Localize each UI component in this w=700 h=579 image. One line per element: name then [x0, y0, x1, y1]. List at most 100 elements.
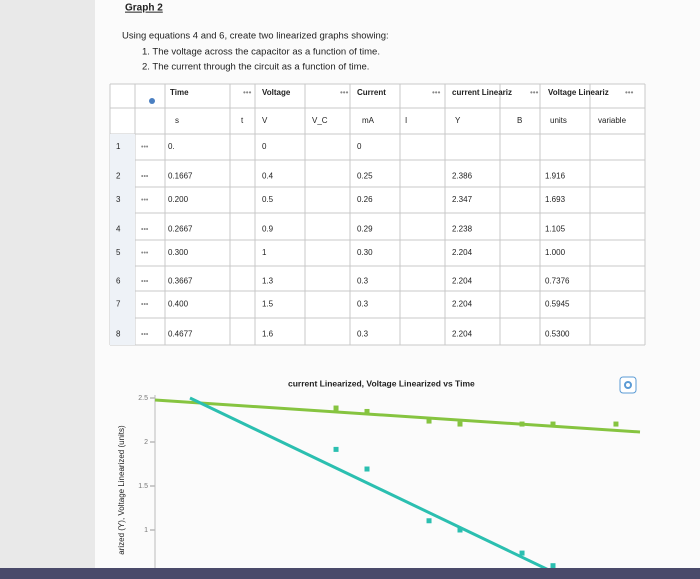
- cell: 7: [116, 300, 121, 309]
- menu-dots: •••: [141, 331, 149, 338]
- unit-header: V_C: [312, 116, 328, 125]
- index-cell: [110, 160, 135, 187]
- cell: 2.204: [452, 248, 473, 257]
- cell: 0.29: [357, 225, 373, 234]
- cell: 0.7376: [545, 277, 570, 286]
- y-tick-label: 2: [144, 439, 148, 446]
- chart-button-icon: [624, 381, 632, 389]
- index-cell: [110, 291, 135, 318]
- menu-dots: •••: [141, 144, 149, 151]
- unit-header: units: [550, 116, 567, 125]
- data-point: [426, 518, 432, 524]
- cell: 2.204: [452, 330, 473, 339]
- cell: 0.25: [357, 172, 373, 181]
- instruction-item: 2. The current through the circuit as a …: [142, 62, 369, 73]
- unit-header: s: [175, 116, 179, 125]
- data-point: [550, 421, 556, 427]
- cell: 0.400: [168, 300, 189, 309]
- menu-dots: •••: [141, 226, 149, 233]
- column-header: Current: [357, 88, 386, 97]
- cell: 1: [116, 142, 121, 151]
- column-header: Time: [170, 88, 189, 97]
- unit-header: V: [262, 116, 268, 125]
- data-point: [426, 418, 432, 424]
- unit-header: B: [517, 116, 522, 125]
- cell: 0.5300: [545, 330, 570, 339]
- data-point: [364, 466, 370, 472]
- cell: 0: [262, 142, 267, 151]
- data-point: [457, 421, 463, 427]
- cell: 1.105: [545, 225, 566, 234]
- y-tick-label: 2.5: [138, 395, 148, 402]
- cell: 2.238: [452, 225, 473, 234]
- index-cell: [110, 318, 135, 345]
- menu-dots: •••: [141, 197, 149, 204]
- data-point: [333, 405, 339, 411]
- instruction: Using equations 4 and 6, create two line…: [122, 31, 389, 42]
- cell: 0.3: [357, 277, 369, 286]
- menu-dots: •••: [340, 88, 349, 97]
- unit-header: variable: [598, 116, 627, 125]
- y-tick-label: 1: [144, 527, 148, 534]
- cell: 0: [357, 142, 362, 151]
- y-axis-label: arized (Y), Voltage Linearized (units): [117, 425, 126, 555]
- menu-dots: •••: [141, 250, 149, 257]
- cell: 2: [116, 172, 121, 181]
- index-cell: [110, 266, 135, 291]
- menu-dots: •••: [141, 301, 149, 308]
- heading: Graph 2: [125, 3, 163, 14]
- cell: 0.3: [357, 300, 369, 309]
- cell: 0.200: [168, 195, 189, 204]
- cell: 0.2667: [168, 225, 193, 234]
- cell: 0.3667: [168, 277, 193, 286]
- cell: 0.3: [357, 330, 369, 339]
- index-cell: [110, 240, 135, 266]
- cell: 8: [116, 330, 121, 339]
- cell: 0.1667: [168, 172, 193, 181]
- cell: 1.000: [545, 248, 566, 257]
- trend-line: [189, 396, 549, 568]
- cell: 0.4: [262, 172, 274, 181]
- data-point: [364, 408, 370, 414]
- cell: 0.4677: [168, 330, 193, 339]
- table-bg: [110, 84, 645, 345]
- data-point: [519, 550, 525, 556]
- data-point: [457, 527, 463, 533]
- cell: 0.26: [357, 195, 373, 204]
- column-header: Voltage Lineariz: [548, 88, 609, 97]
- trend-line: [154, 398, 641, 434]
- cell: 2.204: [452, 277, 473, 286]
- cell: 0.300: [168, 248, 189, 257]
- chart-button[interactable]: [619, 376, 637, 394]
- index-cell: [110, 134, 135, 160]
- cell: 1.3: [262, 277, 274, 286]
- data-point: [519, 421, 525, 427]
- side-margin: [0, 0, 95, 579]
- cell: 4: [116, 225, 121, 234]
- chart-title: current Linearized, Voltage Linearized v…: [288, 378, 475, 388]
- menu-dots: •••: [141, 173, 149, 180]
- cell: 1.5: [262, 300, 274, 309]
- cell: 2.347: [452, 195, 473, 204]
- instruction-item: 1. The voltage across the capacitor as a…: [142, 47, 380, 58]
- menu-dots: •••: [530, 88, 539, 97]
- y-tick-label: 1.5: [138, 483, 148, 490]
- data-point: [613, 421, 619, 427]
- column-header: current Lineariz: [452, 88, 512, 97]
- unit-header: t: [241, 116, 244, 125]
- menu-dots: •••: [243, 88, 252, 97]
- index-cell: [110, 213, 135, 240]
- header-icon: [149, 98, 155, 104]
- menu-dots: •••: [625, 88, 634, 97]
- cell: 0.30: [357, 248, 373, 257]
- column-header: Voltage: [262, 88, 291, 97]
- cell: 1.6: [262, 330, 274, 339]
- menu-dots: •••: [432, 88, 441, 97]
- index-cell: [110, 187, 135, 213]
- cell: 3: [116, 195, 121, 204]
- cell: 2.204: [452, 300, 473, 309]
- unit-header: I: [405, 116, 407, 125]
- bottom-bar: [0, 568, 700, 579]
- data-point: [333, 446, 339, 452]
